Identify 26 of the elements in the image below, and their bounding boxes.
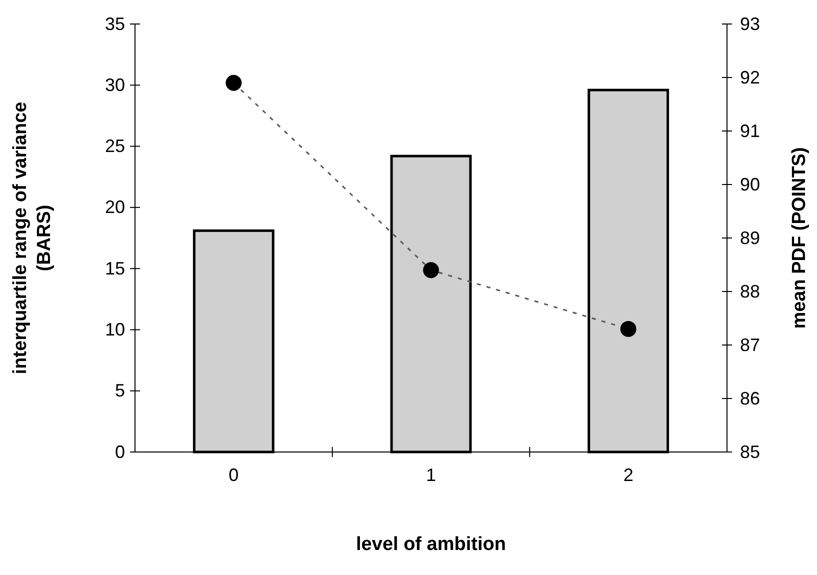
y2-tick-label: 88 [740, 281, 760, 302]
y-tick-label: 15 [104, 258, 125, 278]
y2-axis-title: mean PDF (POINTS) [789, 147, 810, 329]
y-axis-title: interquartile range of variance (BARS) [10, 102, 55, 374]
y2-tick-label: 91 [740, 120, 760, 141]
y2-tick-label: 93 [740, 14, 760, 34]
x-tick-label: 1 [426, 464, 436, 485]
y2-tick-label: 85 [740, 442, 760, 462]
point [423, 262, 439, 278]
y-tick-label: 35 [104, 14, 125, 34]
y-tick-label: 30 [104, 74, 125, 95]
y-tick-label: 5 [114, 380, 125, 401]
y2-tick-label: 87 [740, 334, 760, 355]
point [620, 320, 636, 337]
y2-tick-label: 90 [740, 174, 760, 194]
point [226, 74, 242, 91]
y2-tick-label: 89 [740, 228, 760, 248]
y-tick-label: 10 [104, 319, 125, 340]
x-tick-label: 2 [623, 464, 634, 485]
y2-tick-label: 92 [740, 67, 760, 88]
y-tick-label: 0 [114, 442, 125, 462]
x-axis-title: level of ambition [356, 534, 506, 555]
y-tick-label: 25 [104, 136, 125, 156]
y-tick-label: 20 [104, 197, 125, 218]
x-tick-label: 0 [228, 464, 239, 485]
y2-tick-label: 86 [740, 388, 760, 408]
